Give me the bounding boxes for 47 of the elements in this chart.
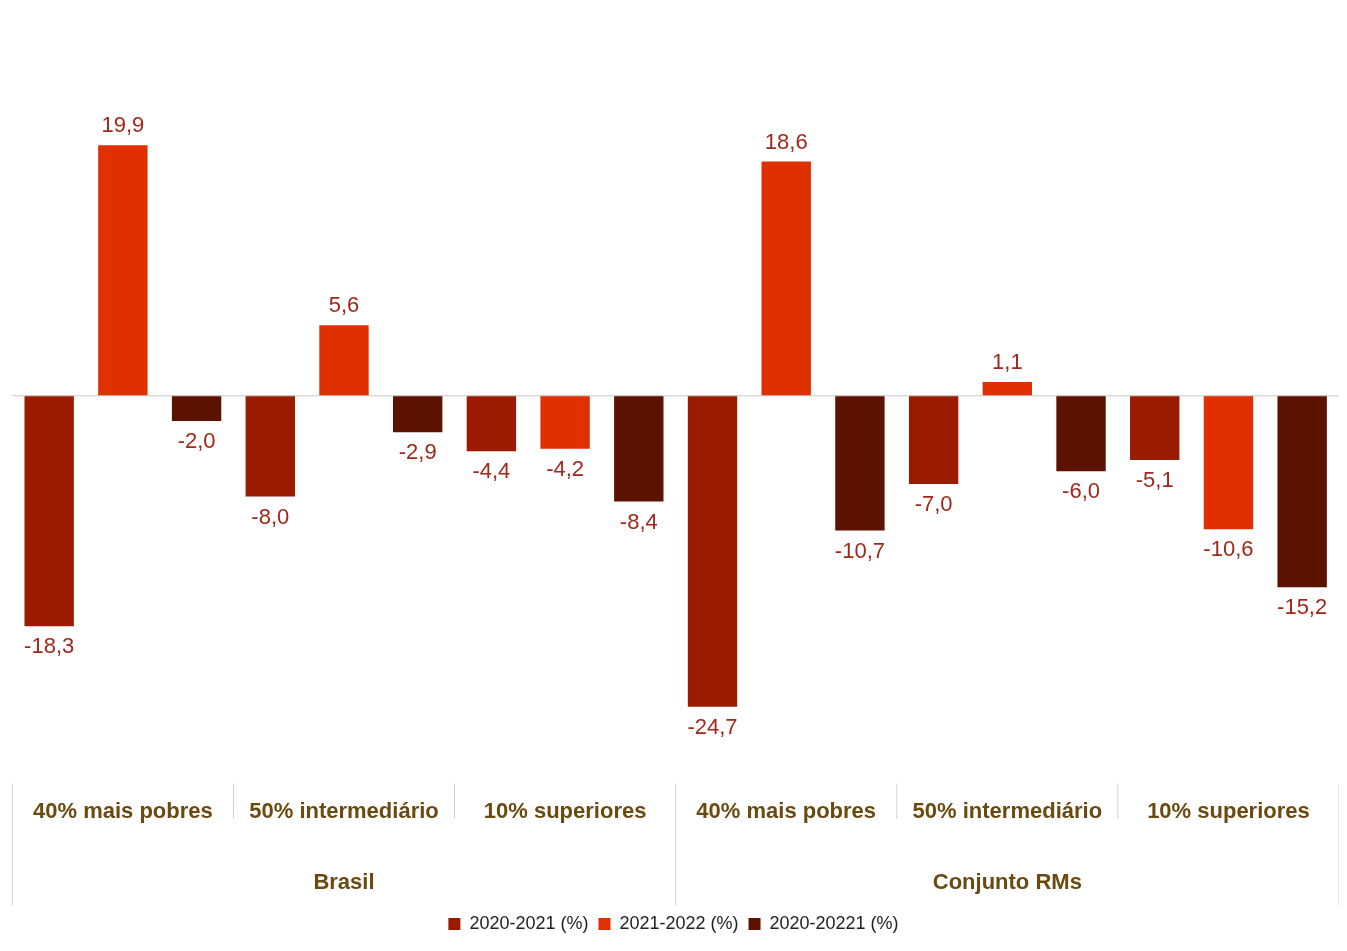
bar [171, 395, 222, 421]
data-label: -4,4 [472, 458, 511, 484]
data-label: -8,0 [251, 503, 290, 529]
data-label: 19,9 [101, 112, 145, 138]
bar [319, 325, 369, 396]
bar [761, 161, 811, 396]
data-label: 5,6 [328, 292, 360, 318]
x-tick-label: 10% superiores [1147, 797, 1310, 823]
data-label: -24,7 [687, 713, 738, 739]
bar [1203, 395, 1254, 530]
bar [908, 395, 959, 484]
data-label: -18,3 [24, 633, 75, 659]
bar [1130, 395, 1180, 461]
bar [98, 145, 148, 396]
bar [1277, 395, 1327, 588]
bar [245, 395, 295, 497]
data-label: 18,6 [764, 128, 808, 154]
x-tick-label: 40% mais pobres [696, 797, 877, 823]
data-label: -2,0 [177, 428, 216, 454]
bar [614, 395, 664, 502]
bar [982, 381, 1033, 396]
bar [24, 395, 74, 627]
data-label: -4,2 [546, 455, 585, 481]
legend-label: 2020-20221 (%) [769, 912, 899, 933]
bar [540, 395, 590, 449]
data-label: -5,1 [1135, 467, 1174, 493]
x-tick-label: 40% mais pobres [33, 797, 213, 823]
bar [1056, 395, 1106, 472]
text: Brasil [313, 869, 375, 895]
x-tick-label: 50% intermediário [912, 797, 1103, 823]
text: Conjunto RMs [932, 869, 1082, 895]
legend-label: 2020-2021 (%) [469, 912, 589, 933]
x-tick-label: 10% superiores [483, 797, 647, 823]
bar [466, 395, 517, 452]
data-label: -10,7 [834, 537, 885, 563]
data-label: -7,0 [914, 491, 953, 517]
data-label: -2,9 [398, 439, 437, 465]
data-label: -15,2 [1277, 594, 1328, 620]
bar [687, 395, 738, 707]
legend-label: 2021-2022 (%) [619, 912, 739, 933]
bar [835, 395, 885, 531]
data-label: -10,6 [1203, 536, 1254, 562]
data-label: -8,4 [619, 508, 658, 534]
data-label: -6,0 [1062, 478, 1100, 504]
bar [393, 395, 443, 433]
x-tick-label: 50% intermediário [249, 797, 439, 823]
data-label: 1,1 [992, 349, 1023, 375]
